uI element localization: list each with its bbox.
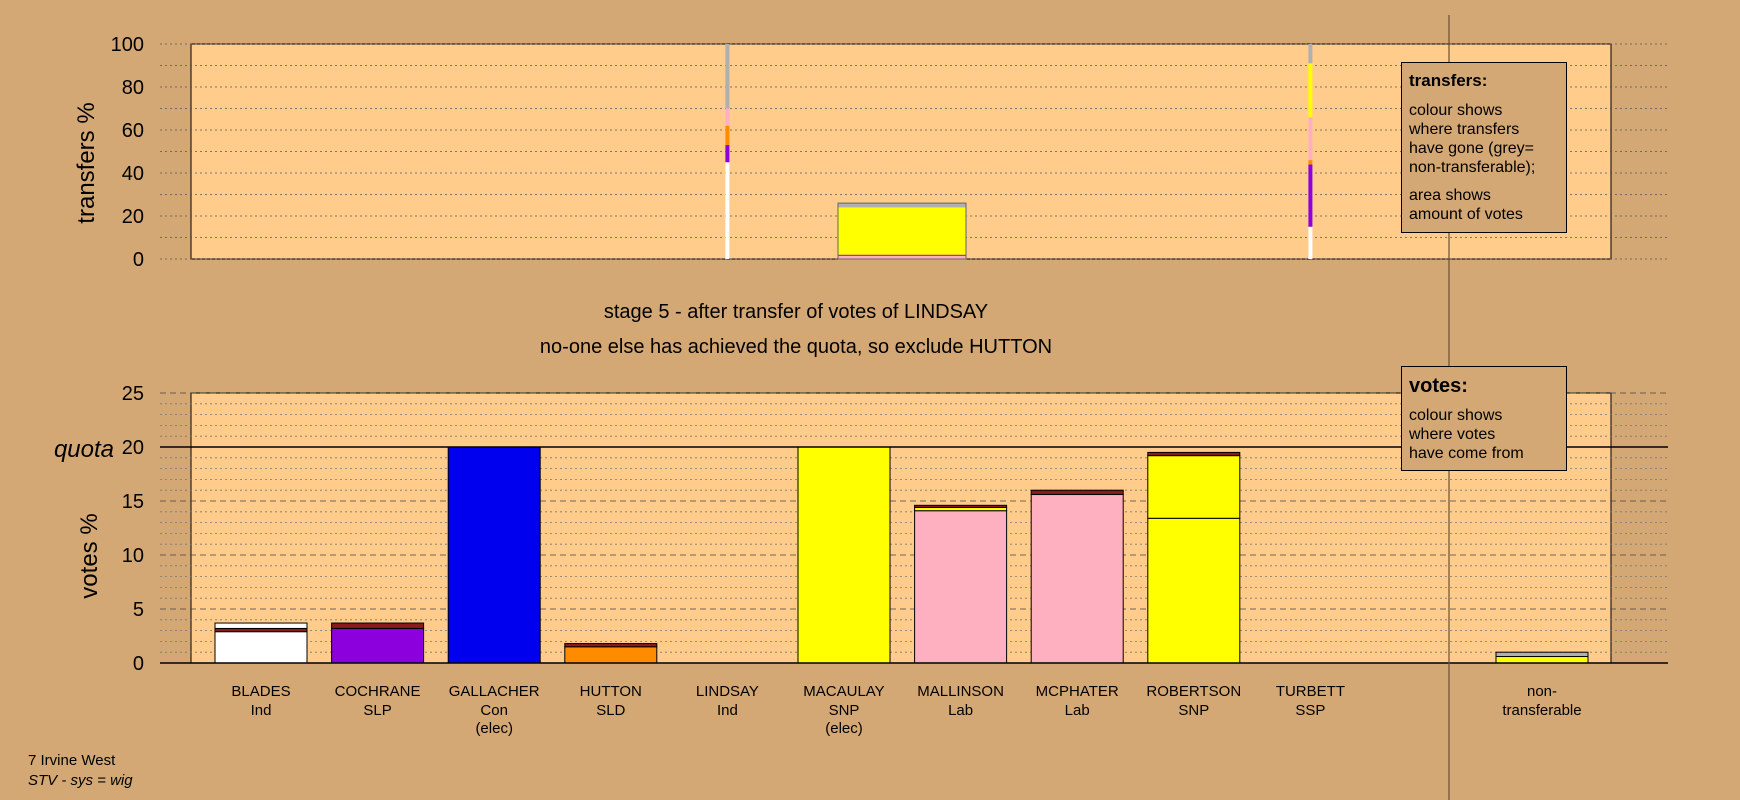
transfers-legend-title: transfers: <box>1409 71 1488 90</box>
candidate-name-label: HUTTON <box>580 683 642 700</box>
votes-tick-label: 5 <box>133 599 144 621</box>
nontransferable-bar-segment <box>1495 656 1589 664</box>
transfers-legend-line: non-transferable); <box>1409 159 1536 176</box>
candidate-name-label: TURBETT <box>1276 683 1345 700</box>
votes-ylabel: votes % <box>76 513 103 598</box>
transfer-block-segment <box>838 207 966 255</box>
candidate-name-label: LINDSAY <box>696 683 759 700</box>
transfers-legend-line: where transfers <box>1409 121 1520 138</box>
transfers-tick-label: 20 <box>122 206 144 228</box>
candidate-name-label: COCHRANE <box>335 683 421 700</box>
transfers-tick-label: 100 <box>111 34 144 56</box>
voting-system: STV - sys = wig <box>28 772 133 789</box>
ward-name: 7 Irvine West <box>28 752 116 769</box>
transfer-line-segment <box>725 125 730 146</box>
vote-bar-segment <box>447 446 541 664</box>
vote-bar-segment <box>1030 489 1124 496</box>
vote-bar-segment <box>1147 451 1241 457</box>
nontransferable-label-line1: non- <box>1527 683 1557 700</box>
transfer-line-segment <box>1308 226 1313 259</box>
vote-bar-segment <box>1147 517 1241 664</box>
transfers-legend: transfers: colour shows where transfers … <box>1401 62 1567 233</box>
votes-tick-label: 0 <box>133 653 144 675</box>
vote-bar-segment <box>331 627 425 664</box>
candidate-name-label: GALLACHER <box>449 683 540 700</box>
votes-legend-line: have come from <box>1409 445 1524 462</box>
axis-text: 0 20 40 60 80 100 0 5 10 15 20 25 BLADES Ind COCHRANE S… <box>111 34 1345 737</box>
candidate-party-label: SNP <box>829 702 860 719</box>
candidate-party-label: SSP <box>1295 702 1325 719</box>
candidate-name-label: MACAULAY <box>803 683 884 700</box>
transfers-legend-line: area shows <box>1409 187 1491 204</box>
quota-label: quota <box>54 436 114 463</box>
transfers-ylabel: transfers % <box>73 102 100 223</box>
transfer-line-segment <box>725 145 730 163</box>
transfer-line-segment <box>725 162 730 259</box>
candidate-party-label: SNP <box>1178 702 1209 719</box>
candidate-name-label: ROBERTSON <box>1146 683 1241 700</box>
stage-title: stage 5 - after transfer of votes of LIN… <box>604 301 988 323</box>
transfer-line-segment <box>725 44 730 109</box>
candidate-status-label: (elec) <box>825 720 863 737</box>
transfer-block-segment <box>838 254 966 256</box>
plot-backgrounds <box>190 43 1612 664</box>
votes-tick-label: 15 <box>122 491 144 513</box>
transfers-tick-label: 40 <box>122 163 144 185</box>
candidate-party-label: Lab <box>1065 702 1090 719</box>
candidate-party-label: Ind <box>717 702 738 719</box>
transfers-tick-label: 80 <box>122 77 144 99</box>
votes-tick-label: 10 <box>122 545 144 567</box>
votes-legend-line: where votes <box>1409 426 1496 443</box>
candidate-name-label: MCPHATER <box>1036 683 1119 700</box>
votes-tick-label: 25 <box>122 383 144 405</box>
votes-legend-line: colour shows <box>1409 407 1503 424</box>
transfers-legend-line: amount of votes <box>1409 206 1523 223</box>
vote-bar-segment <box>914 510 1008 664</box>
vote-bar-segment <box>1030 494 1124 664</box>
transfer-line-segment <box>1308 63 1313 118</box>
transfer-block-outline <box>837 202 967 260</box>
vote-bar-segment <box>564 646 658 664</box>
nontransferable-label-line2: transferable <box>1502 702 1581 719</box>
votes-legend: votes: colour shows where votes have com… <box>1401 366 1567 471</box>
vote-bar-segment <box>1147 455 1241 519</box>
transfer-line-segment <box>1308 164 1313 227</box>
transfer-line-segment <box>1308 117 1313 161</box>
votes-plot-area <box>190 392 1612 664</box>
stage-subtitle: no-one else has achieved the quota, so e… <box>540 336 1052 358</box>
transfer-block-segment <box>838 203 966 208</box>
vote-bar-segment <box>331 622 425 629</box>
transfers-legend-line: have gone (grey= <box>1409 140 1534 157</box>
vote-bar-segment <box>797 446 891 664</box>
transfer-line-segment <box>1308 160 1313 165</box>
candidate-party-label: SLD <box>596 702 625 719</box>
candidate-name-label: BLADES <box>231 683 290 700</box>
data-marks <box>214 44 1589 664</box>
vote-bar-segment <box>914 504 1008 508</box>
votes-legend-title: votes: <box>1409 375 1468 397</box>
candidate-party-label: Con <box>480 702 508 719</box>
transfers-tick-label: 60 <box>122 120 144 142</box>
transfer-block-segment <box>838 255 966 259</box>
candidate-party-label: SLP <box>363 702 391 719</box>
candidate-party-label: Lab <box>948 702 973 719</box>
candidate-name-label: MALLINSON <box>917 683 1004 700</box>
vote-bar-segment <box>214 631 308 664</box>
candidate-party-label: Ind <box>251 702 272 719</box>
nontransferable-bar-segment <box>1495 651 1589 658</box>
transfer-line-segment <box>1308 44 1313 64</box>
vote-bar-segment <box>564 643 658 648</box>
footer: 7 Irvine West STV - sys = wig <box>28 751 133 791</box>
transfers-legend-line: colour shows <box>1409 102 1503 119</box>
transfers-tick-label: 0 <box>133 249 144 271</box>
votes-tick-label: 20 <box>122 437 144 459</box>
candidate-status-label: (elec) <box>475 720 513 737</box>
vote-bar-segment <box>214 622 308 629</box>
transfer-line-segment <box>725 108 730 126</box>
